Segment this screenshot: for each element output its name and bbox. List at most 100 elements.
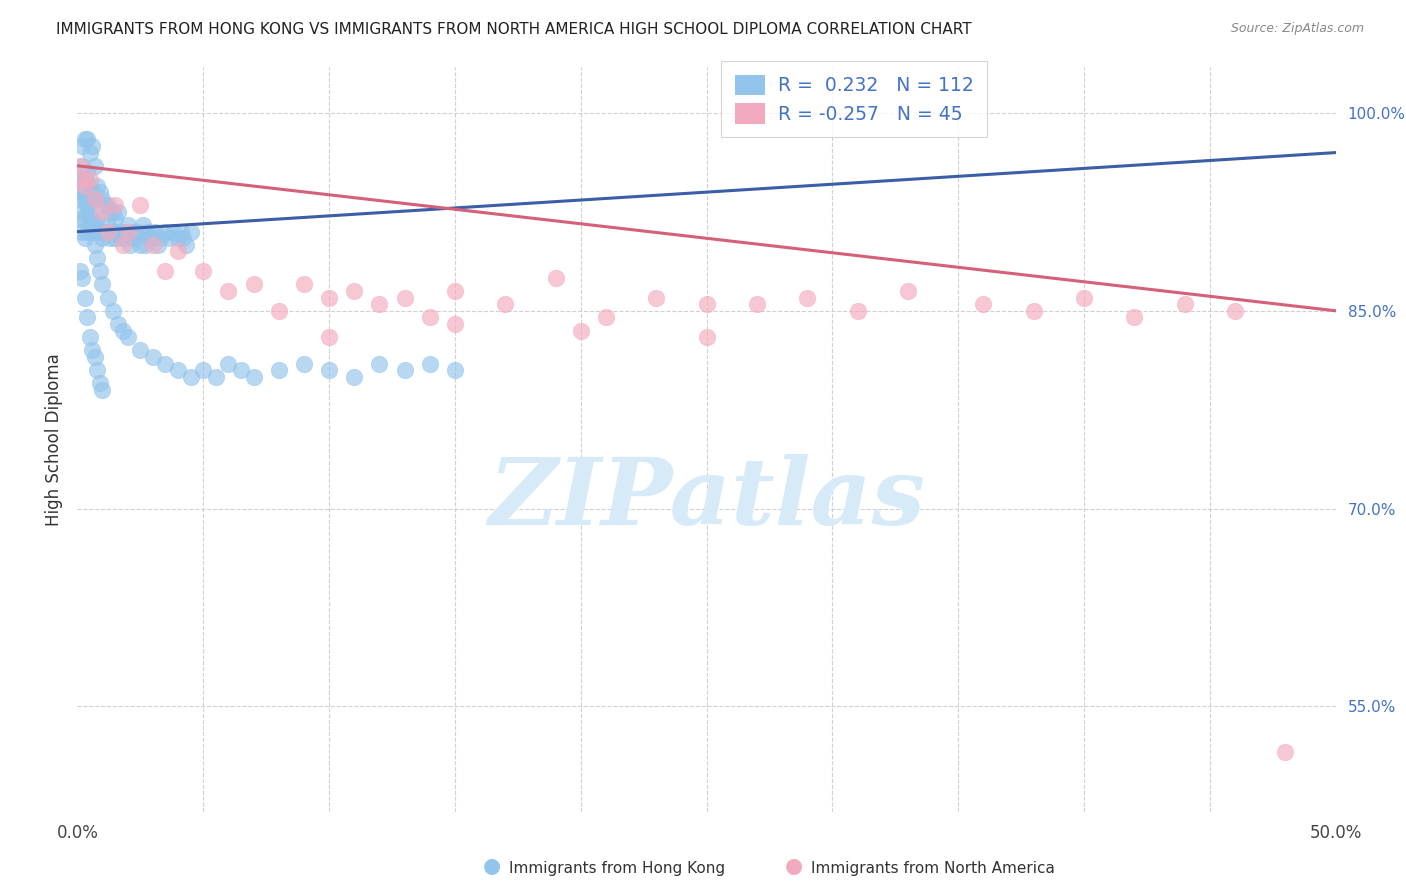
Point <box>76 198 98 212</box>
Point <box>394 291 416 305</box>
Point <box>69 172 91 186</box>
Point <box>134 238 156 252</box>
Point <box>73 231 96 245</box>
Point <box>146 238 169 252</box>
Point <box>96 291 118 305</box>
Point <box>76 310 98 325</box>
Point <box>96 198 118 212</box>
Point <box>318 363 340 377</box>
Point <box>897 284 920 298</box>
Point <box>124 231 146 245</box>
Point <box>117 330 139 344</box>
Point <box>267 363 290 377</box>
Point <box>242 369 264 384</box>
Point <box>1123 310 1146 325</box>
Point <box>159 231 181 245</box>
Point <box>98 205 121 219</box>
Point <box>117 218 139 232</box>
Point <box>73 172 96 186</box>
Point <box>419 357 441 371</box>
Text: ●: ● <box>786 856 803 876</box>
Point <box>76 225 98 239</box>
Point <box>139 231 162 245</box>
Point <box>1174 297 1197 311</box>
Point <box>204 369 226 384</box>
Point <box>191 363 215 377</box>
Point <box>111 225 134 239</box>
Point <box>101 205 124 219</box>
Point <box>318 330 340 344</box>
Point <box>76 132 98 146</box>
Point <box>69 192 91 206</box>
Point <box>180 225 202 239</box>
Point <box>645 291 668 305</box>
Point <box>82 211 104 226</box>
Point <box>84 192 107 206</box>
Point <box>104 211 127 226</box>
Point <box>86 251 108 265</box>
Point <box>69 264 91 278</box>
Point <box>91 192 114 206</box>
Point <box>127 225 149 239</box>
Point <box>174 238 197 252</box>
Point <box>73 192 96 206</box>
Point <box>114 231 136 245</box>
Point <box>343 284 366 298</box>
Point <box>343 369 366 384</box>
Point <box>84 218 107 232</box>
Point <box>79 198 101 212</box>
Point <box>73 211 96 226</box>
Point <box>1073 291 1095 305</box>
Point <box>169 225 191 239</box>
Point <box>172 231 194 245</box>
Point <box>167 244 190 259</box>
Point <box>72 225 94 239</box>
Point <box>107 205 129 219</box>
Point <box>129 343 152 358</box>
Point <box>108 231 131 245</box>
Point <box>242 277 264 292</box>
Point <box>86 178 108 193</box>
Point <box>91 277 114 292</box>
Point <box>155 357 177 371</box>
Point <box>162 225 184 239</box>
Point <box>1274 745 1296 759</box>
Point <box>155 225 177 239</box>
Point <box>111 324 134 338</box>
Point <box>796 291 818 305</box>
Point <box>121 225 143 239</box>
Point <box>86 211 108 226</box>
Point <box>129 238 152 252</box>
Point <box>89 185 111 199</box>
Point <box>444 317 467 331</box>
Point <box>89 376 111 391</box>
Point <box>73 185 96 199</box>
Point <box>82 185 104 199</box>
Point <box>292 277 315 292</box>
Point <box>104 198 127 212</box>
Point <box>84 350 107 364</box>
Point <box>111 238 134 252</box>
Point <box>142 350 165 364</box>
Point <box>167 363 190 377</box>
Point <box>142 231 165 245</box>
Point <box>82 139 104 153</box>
Point <box>494 297 516 311</box>
Point <box>72 139 94 153</box>
Point <box>86 363 108 377</box>
Point <box>73 178 96 193</box>
Point <box>104 231 127 245</box>
Point <box>72 270 94 285</box>
Y-axis label: High School Diploma: High School Diploma <box>45 353 63 525</box>
Point <box>544 270 567 285</box>
Point <box>94 225 117 239</box>
Point <box>132 218 155 232</box>
Point <box>79 330 101 344</box>
Point <box>191 264 215 278</box>
Legend: R =  0.232   N = 112, R = -0.257   N = 45: R = 0.232 N = 112, R = -0.257 N = 45 <box>721 62 987 137</box>
Point <box>444 284 467 298</box>
Point <box>972 297 994 311</box>
Point <box>73 291 96 305</box>
Point <box>72 185 94 199</box>
Point <box>155 264 177 278</box>
